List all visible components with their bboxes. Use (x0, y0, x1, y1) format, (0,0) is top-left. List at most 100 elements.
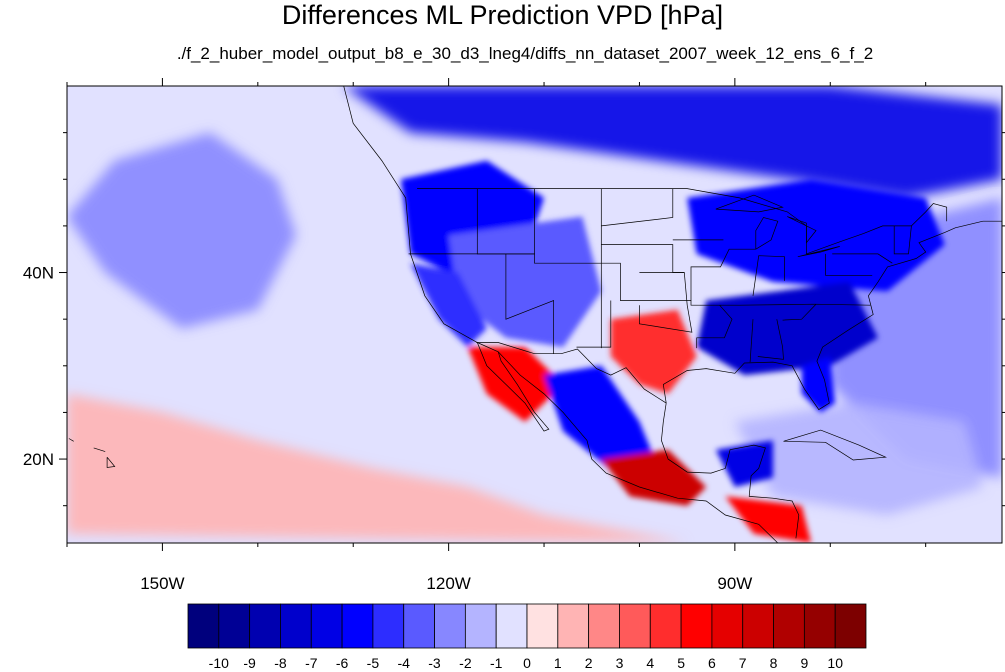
colorbar-label: -10 (209, 655, 229, 671)
region-texas-oklahoma (610, 309, 697, 394)
colorbar-box (372, 603, 405, 649)
lake-superior (715, 194, 784, 213)
region-central-america (725, 496, 812, 543)
state-lines-13 (757, 319, 784, 360)
region-mid-pacific-warm-band (67, 393, 688, 543)
coastline-gulf (662, 220, 1002, 411)
border-us-mexico (476, 342, 667, 404)
state-lines-18 (782, 303, 817, 321)
colorbar-label: 1 (554, 655, 562, 671)
plot-frame (66, 85, 1003, 544)
colorbar-box (403, 603, 435, 649)
region-caribbean (734, 403, 983, 515)
colorbar-box (711, 603, 744, 649)
colorbar-box (187, 603, 220, 649)
state-lines-12 (749, 319, 754, 363)
state-lines-14 (752, 255, 785, 296)
state-lines-15 (825, 253, 873, 276)
x-tick-label: 90W (717, 574, 752, 593)
colorbar-box (526, 603, 559, 649)
y-tick-label: 40N (23, 264, 54, 283)
region-gulf-of-california (467, 347, 564, 422)
border-us-canada (417, 188, 948, 255)
state-lines-8 (639, 272, 693, 333)
colorbar-label: 6 (708, 655, 716, 671)
colorbar-label: 8 (770, 655, 778, 671)
colorbar-label: -5 (367, 655, 380, 671)
lake-erie (797, 246, 840, 258)
y-tick-label: 20N (23, 450, 54, 469)
colorbar-box (803, 603, 836, 649)
field-blobs-detail (400, 160, 945, 543)
region-canada-north (343, 86, 1002, 198)
region-great-basin (448, 216, 602, 348)
colorbar-box (495, 603, 528, 649)
hawaii-3 (106, 456, 116, 468)
region-mexico-sierra-madre (544, 365, 659, 478)
chart-subtitle: ./f_2_huber_model_output_b8_e_30_d3_lneg… (176, 44, 874, 63)
region-east-pacific-cool (67, 132, 296, 329)
colorbar-box (280, 603, 312, 649)
colorbar-label: -3 (428, 655, 441, 671)
state-lines-3 (505, 253, 554, 354)
colorbar-label: 2 (585, 655, 593, 671)
colorbar-box (464, 603, 497, 649)
colorbar-label: -6 (336, 655, 349, 671)
colorbar-label: 5 (677, 655, 685, 671)
map-borders (68, 86, 1002, 543)
colorbar-box (218, 603, 251, 649)
colorbar-box (557, 603, 590, 649)
colorbar-box (249, 603, 281, 649)
colorbar-label: -9 (243, 655, 256, 671)
hawaii-2 (93, 447, 106, 452)
lake-michigan (755, 217, 779, 250)
colorbar-label: 9 (801, 655, 809, 671)
region-california-coast (410, 263, 487, 348)
colorbar-box (310, 603, 343, 649)
region-great-lakes-northeast (687, 179, 945, 292)
colorbar-label: -1 (490, 655, 503, 671)
chart-title: Differences ML Prediction VPD [hPa] (281, 0, 724, 30)
colorbar-box (742, 603, 774, 649)
colorbar-box (834, 603, 867, 649)
state-lines-17 (893, 225, 912, 255)
field-blobs (67, 86, 1002, 543)
coastline-baja (476, 342, 550, 432)
colorbar-box (680, 603, 713, 649)
colorbar-label: 4 (646, 655, 654, 671)
state-lines-16 (832, 253, 893, 264)
colorbar-label: -7 (305, 655, 318, 671)
coastline-west (343, 86, 779, 543)
colorbar-label: -2 (459, 655, 472, 671)
colorbar-label: 0 (523, 655, 531, 671)
colorbar-box (434, 603, 466, 649)
colorbar-labels: -10 -9 -8 -7 -6 -5 -4 -3 -2 -1 0 1 2 3 4 5 6 7 8 9 10 (209, 655, 844, 671)
state-lines-7 (576, 300, 612, 348)
colorbar-box (773, 603, 805, 649)
lake-huron (787, 216, 817, 244)
region-southern-mexico (601, 449, 707, 506)
colorbar-box (619, 603, 651, 649)
map-field (67, 86, 1002, 543)
colorbar-label: 3 (616, 655, 624, 671)
axis-ticks (59, 78, 1005, 551)
axis-tick-labels: 150W 120W 90W 40N 20N (23, 264, 753, 593)
state-lines-10 (690, 248, 756, 301)
colorbar-box (341, 603, 374, 649)
region-florida (801, 356, 835, 413)
state-lines-4 (408, 253, 871, 306)
colorbar-box (588, 603, 620, 649)
colorbar-label: -4 (397, 655, 410, 671)
colorbar-label: -8 (274, 655, 287, 671)
coastline-mexico-gulf (661, 403, 800, 539)
hawaii-1 (68, 438, 74, 442)
colorbar (187, 603, 867, 649)
x-tick-label: 120W (426, 574, 470, 593)
colorbar-label: 7 (739, 655, 747, 671)
state-lines-5 (601, 188, 674, 227)
colorbar-label: 10 (827, 655, 843, 671)
state-lines-11 (696, 304, 733, 349)
x-tick-label: 150W (140, 574, 184, 593)
colorbar-box (649, 603, 682, 649)
